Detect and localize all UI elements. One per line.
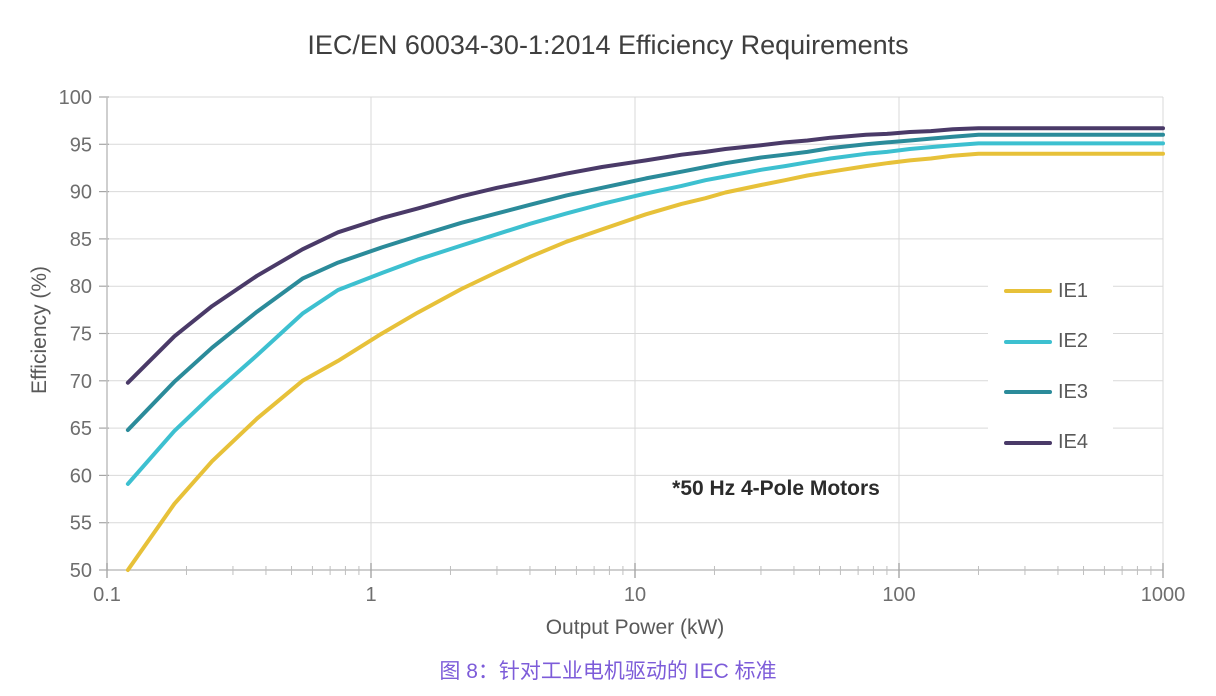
x-tick-label-0.1: 0.1 [93,584,121,606]
y-tick-label-95: 95 [70,134,92,156]
legend-item-ie4: IE4 [988,418,1113,469]
x-axis-title: Output Power (kW) [545,616,725,639]
y-tick-label-65: 65 [70,418,92,440]
legend-label-ie1: IE1 [1058,279,1089,302]
legend-swatch-ie3 [1004,390,1052,395]
chart-title: IEC/EN 60034-30-1:2014 Efficiency Requir… [307,30,909,60]
curve-ie4 [125,126,1165,385]
legend-swatch-ie4 [1004,440,1052,445]
y-tick-label-60: 60 [70,465,92,487]
legend-label-ie3: IE3 [1058,380,1089,403]
y-tick-label-70: 70 [70,371,92,393]
legend-label-ie2: IE2 [1058,330,1089,353]
chart-legend: IE1 IE2 IE3 IE4 [988,266,1113,468]
x-tick-label-100: 100 [882,584,915,606]
chart-annotation: *50 Hz 4-Pole Motors [672,477,880,500]
curve-ie3 [125,132,1165,432]
curve-ie2 [125,141,1165,486]
y-tick-label-100: 100 [59,87,92,109]
curve-ie1 [125,151,1165,572]
legend-item-ie2: IE2 [988,317,1113,368]
legend-swatch-ie1 [1004,289,1052,294]
figure-caption: 图 8：针对工业电机驱动的 IEC 标准 [439,660,777,683]
y-tick-label-50: 50 [70,560,92,582]
y-tick-label-90: 90 [70,182,92,204]
x-tick-label-10: 10 [624,584,646,606]
legend-item-ie1: IE1 [988,266,1113,317]
x-tick-label-1: 1 [365,584,376,606]
chart-canvas: 50 55 60 65 70 75 80 85 90 95 100 0.1 1 10 100 1000 [59,87,1186,606]
legend-item-ie3: IE3 [988,367,1113,418]
y-tick-label-85: 85 [70,229,92,251]
y-axis-title: Efficiency (%) [28,266,51,394]
legend-swatch-ie2 [1004,339,1052,344]
y-tick-label-55: 55 [70,513,92,535]
x-tick-label-1000: 1000 [1141,584,1186,606]
legend-label-ie4: IE4 [1058,431,1089,454]
y-tick-label-75: 75 [70,324,92,346]
y-tick-label-80: 80 [70,276,92,298]
